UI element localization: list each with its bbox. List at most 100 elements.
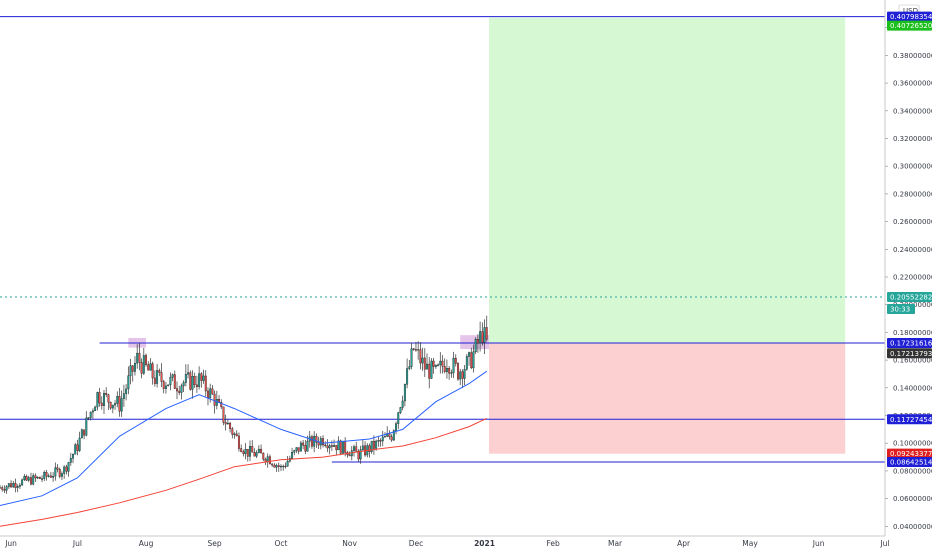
candle-body — [76, 444, 79, 451]
candle-body — [423, 357, 426, 370]
candle-body — [375, 440, 378, 449]
candle-body — [262, 452, 265, 460]
candle-body — [251, 446, 254, 453]
candle-body — [273, 464, 276, 468]
candle-body — [184, 374, 187, 383]
candle-body — [403, 384, 406, 402]
price-tick-label: 0.32000000 — [893, 135, 932, 143]
moving-average-line-2 — [0, 417, 488, 527]
candle-body — [5, 486, 8, 491]
candle-body — [120, 398, 123, 412]
candle-body — [454, 357, 457, 364]
candle-body — [472, 351, 475, 369]
candle-body — [459, 371, 462, 380]
candle-body — [145, 355, 147, 365]
price-tag-label: 0.17231616 — [890, 340, 932, 348]
candle-body — [313, 435, 316, 447]
price-tag-label: 0.09243377 — [890, 450, 932, 458]
candle-body — [397, 412, 400, 424]
price-tick-label: 0.04000000 — [893, 523, 932, 531]
moving-averages — [0, 370, 488, 527]
time-tick-label: Jun — [4, 539, 17, 548]
loss-zone — [488, 343, 846, 454]
candle-body — [353, 446, 355, 451]
price-tick-label: 0.16000000 — [893, 357, 932, 365]
candle-body — [417, 349, 420, 351]
price-tag-label: 0.40798354 — [890, 13, 932, 21]
candle-body — [49, 475, 52, 478]
candle-body — [213, 393, 216, 406]
candle-body — [434, 365, 437, 367]
candle-body — [441, 360, 444, 367]
candle-body — [80, 429, 83, 439]
candle-body — [330, 445, 333, 447]
candle-body — [118, 396, 121, 412]
candle-body — [176, 388, 178, 392]
candle-body — [12, 483, 15, 488]
candle-body — [21, 479, 24, 486]
candle-body — [304, 445, 307, 452]
candle-body — [437, 364, 440, 366]
candle-body — [111, 404, 114, 409]
candle-body — [445, 368, 448, 372]
candle-body — [43, 472, 46, 479]
price-tag-label: 30:33 — [890, 306, 910, 314]
candle-body — [127, 375, 130, 390]
candle-body — [286, 461, 289, 467]
candle-body — [89, 411, 92, 418]
price-tick-label: 0.38000000 — [893, 52, 932, 60]
time-tick-label: 2021 — [474, 539, 495, 548]
candle-body — [384, 436, 386, 438]
candle-body — [153, 377, 156, 384]
candle-body — [94, 406, 97, 412]
price-tag: 0.11727454 — [887, 414, 932, 425]
candle-body — [483, 327, 486, 343]
candle-body — [58, 469, 61, 477]
candle-body — [27, 477, 30, 481]
price-tick-label: 0.06000000 — [893, 495, 932, 503]
candle-body — [291, 452, 294, 459]
candlesticks — [0, 315, 488, 494]
candle-body — [388, 433, 391, 437]
candle-body — [133, 363, 136, 372]
price-tag-bg — [887, 304, 915, 315]
candle-body — [67, 462, 70, 472]
candle-body — [344, 440, 347, 453]
time-axis: Jun Jul Aug Sep Oct Nov Dec 2021 Feb Mar Apr May Jun… — [0, 535, 932, 550]
candle-body — [284, 465, 287, 468]
candle-body — [160, 372, 163, 382]
candle-body — [36, 476, 39, 479]
time-tick-label: Dec — [409, 539, 424, 548]
candle-body — [399, 407, 402, 413]
candle-body — [333, 445, 336, 447]
candle-body — [7, 483, 10, 487]
candle-body — [395, 423, 398, 431]
price-tag-label: 0.40726520 — [890, 22, 932, 30]
price-tag: 0.40726520 — [887, 20, 932, 31]
candle-body — [224, 422, 227, 425]
candle-body — [337, 440, 340, 451]
candle-body — [280, 465, 282, 468]
candle-body — [131, 365, 134, 372]
candle-body — [149, 363, 152, 371]
candle-body — [379, 440, 382, 442]
candle-body — [182, 382, 185, 387]
moving-average-line-1 — [0, 370, 488, 506]
candle-body — [52, 475, 55, 478]
candle-body — [63, 466, 66, 474]
candle-body — [240, 448, 243, 452]
candle-body — [191, 376, 194, 390]
candle-body — [69, 458, 72, 463]
candle-body — [60, 473, 63, 477]
price-tick-label: 0.14000000 — [893, 384, 932, 392]
candle-body — [34, 475, 37, 479]
candle-body — [282, 465, 285, 468]
candle-body — [72, 454, 74, 459]
candle-body — [317, 442, 320, 446]
candle-body — [100, 402, 103, 406]
price-tag-bg — [887, 20, 932, 31]
candle-body — [235, 433, 238, 437]
candle-body — [426, 363, 428, 370]
candle-body — [322, 438, 324, 446]
